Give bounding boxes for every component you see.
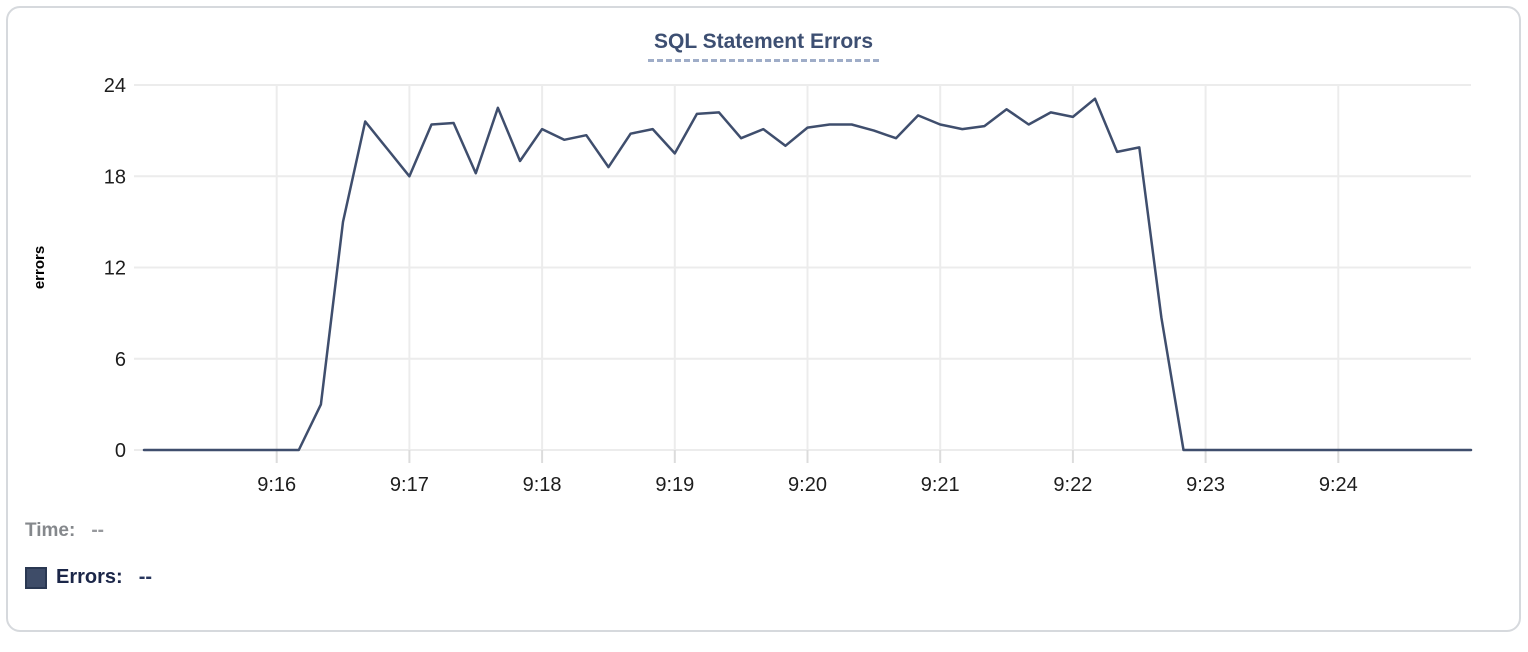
time-label: Time:: [25, 520, 76, 541]
x-tick-label: 9:19: [655, 474, 694, 496]
x-tick-label: 9:17: [390, 474, 429, 496]
x-tick-label: 9:22: [1053, 474, 1092, 496]
chart-card: 0 6 12 18 24 9:16 9:17 9:18 9:19 9:20 9:21 9:22 9:23…: [6, 6, 1521, 632]
y-tick-label: 18: [104, 166, 126, 188]
x-tick-label: 9:23: [1186, 474, 1225, 496]
y-tick-label: 0: [115, 440, 126, 462]
x-tick-label: 9:24: [1319, 474, 1358, 496]
x-tick-label: 9:20: [788, 474, 827, 496]
plot-area[interactable]: 0 6 12 18 24 9:16 9:17 9:18 9:19 9:20 9:21 9:22 9:23…: [8, 8, 1521, 513]
errors-label: Errors:: [56, 566, 123, 588]
y-tick-label: 24: [104, 75, 126, 97]
chart-title[interactable]: SQL Statement Errors: [647, 30, 879, 62]
x-tick-label: 9:16: [257, 474, 296, 496]
y-tick-label: 6: [115, 349, 126, 371]
legend-time-row: Time: --: [25, 520, 152, 542]
errors-value: --: [138, 566, 153, 588]
hover-legend: Time: -- Errors: --: [25, 520, 152, 613]
time-value: --: [91, 520, 104, 541]
x-tick-label: 9:18: [523, 474, 562, 496]
errors-series-line: [142, 97, 1473, 452]
y-axis-label: errors: [31, 246, 48, 289]
x-tick-label: 9:21: [921, 474, 960, 496]
errors-line-chart[interactable]: 0 6 12 18 24 9:16 9:17 9:18 9:19 9:20 9:21 9:22 9:23…: [8, 8, 1521, 513]
y-tick-label: 12: [104, 258, 126, 280]
errors-series-swatch: [25, 566, 47, 589]
legend-errors-row: Errors: --: [25, 566, 152, 589]
